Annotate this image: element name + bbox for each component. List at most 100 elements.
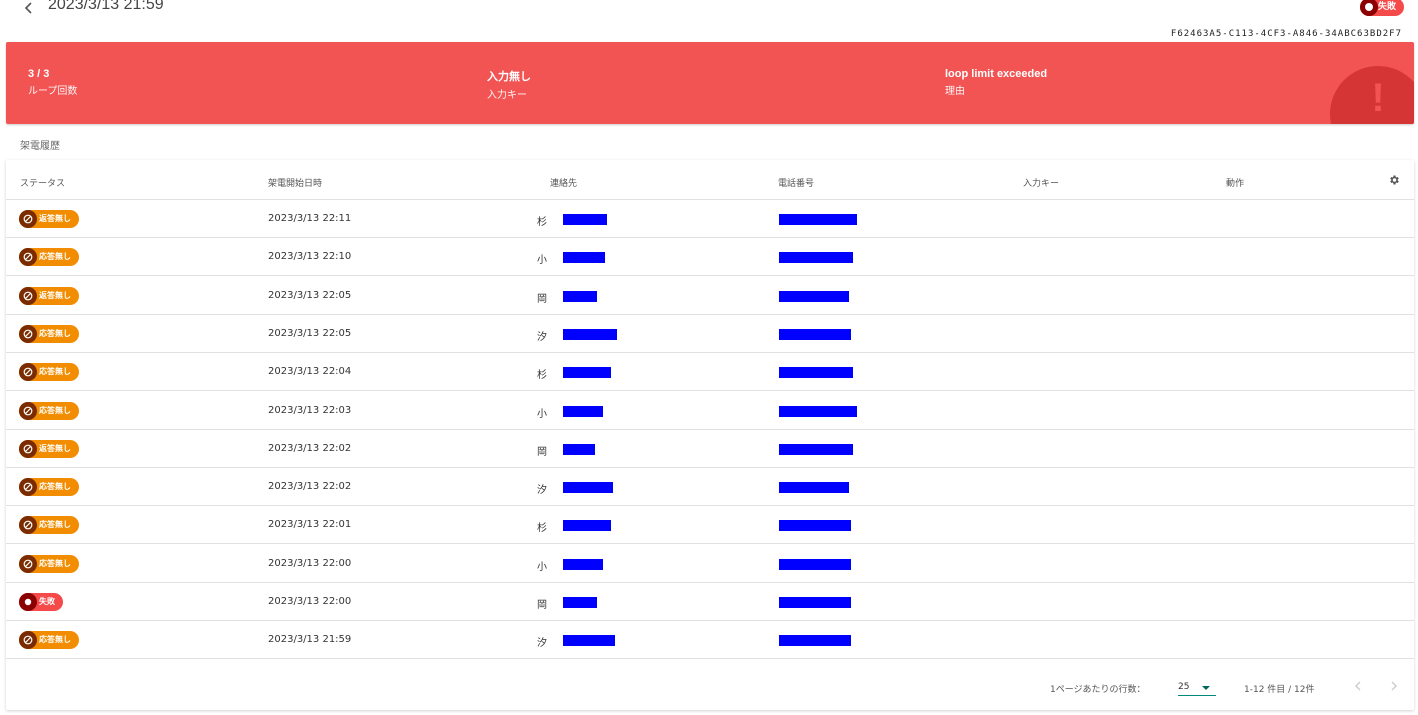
table-row[interactable]: 応答無し 2023/3/13 21:59 汐 bbox=[6, 621, 1414, 660]
contact-redaction bbox=[563, 252, 605, 264]
status-badge-label: 失敗 bbox=[39, 597, 55, 606]
phone-redaction bbox=[779, 520, 851, 532]
summary-banner: 3 / 3 ループ回数 入力無し 入力キー loop limit exceede… bbox=[6, 42, 1414, 124]
table-row[interactable]: 失敗 2023/3/13 22:00 岡 bbox=[6, 583, 1414, 621]
table-row[interactable]: 応答無し 2023/3/13 22:01 杉 bbox=[6, 506, 1414, 545]
call-start-datetime: 2023/3/13 22:02 bbox=[268, 481, 352, 493]
table-row[interactable]: 応答無し 2023/3/13 22:10 小 bbox=[6, 238, 1414, 277]
contact-redaction bbox=[563, 443, 595, 455]
contact-redaction bbox=[563, 558, 603, 570]
no-answer-icon bbox=[19, 516, 37, 535]
next-page-button[interactable] bbox=[1386, 678, 1402, 694]
status-badge: 応答無し bbox=[19, 363, 79, 382]
phone-redaction bbox=[779, 597, 851, 608]
rows-per-page-label: 1ページあたりの行数： bbox=[1050, 685, 1146, 695]
contact-name: 汐 bbox=[537, 331, 547, 343]
status-badge: 応答無し bbox=[19, 516, 79, 535]
contact-name: 汐 bbox=[537, 638, 547, 650]
status-badge: 失敗 bbox=[19, 593, 63, 611]
status-badge: 応答無し bbox=[19, 401, 79, 420]
call-start-datetime: 2023/3/13 22:10 bbox=[268, 251, 352, 263]
status-badge: 返答無し bbox=[19, 439, 79, 458]
column-header-status[interactable]: ステータス bbox=[20, 179, 66, 189]
no-answer-icon bbox=[19, 401, 37, 420]
no-answer-icon bbox=[19, 286, 37, 305]
contact-redaction bbox=[563, 520, 611, 532]
contact-redaction bbox=[563, 328, 617, 340]
status-badge: 応答無し bbox=[19, 554, 79, 573]
table-row[interactable]: 返答無し 2023/3/13 22:11 杉 bbox=[6, 200, 1414, 238]
no-answer-icon bbox=[19, 248, 37, 267]
no-answer-icon bbox=[19, 439, 37, 458]
chevron-left-icon bbox=[24, 2, 32, 14]
table-row[interactable]: 応答無し 2023/3/13 22:03 小 bbox=[6, 392, 1414, 430]
status-badge-label: 返答無し bbox=[39, 290, 71, 300]
status-badge-label: 返答無し bbox=[39, 443, 71, 453]
caret-down-icon bbox=[1202, 686, 1210, 690]
status-badge: 応答無し bbox=[19, 324, 79, 343]
status-badge-label: 失敗 bbox=[1377, 2, 1396, 12]
table-row[interactable]: 応答無し 2023/3/13 22:04 杉 bbox=[6, 353, 1414, 392]
loop-count-cell: 3 / 3 ループ回数 bbox=[28, 68, 77, 97]
input-key-label: 入力キー bbox=[487, 90, 527, 101]
status-badge: 応答無し bbox=[19, 248, 79, 267]
loop-count-value: 3 / 3 bbox=[28, 68, 50, 80]
column-header-input-key[interactable]: 入力キー bbox=[1023, 179, 1060, 189]
section-title: 架電履歴 bbox=[20, 141, 60, 152]
column-header-datetime[interactable]: 架電開始日時 bbox=[268, 179, 323, 189]
no-answer-icon bbox=[19, 363, 37, 382]
column-header-phone[interactable]: 電話番号 bbox=[778, 179, 815, 189]
rows-per-page-select[interactable]: 25 bbox=[1178, 678, 1216, 696]
table-row[interactable]: 応答無し 2023/3/13 22:02 汐 bbox=[6, 468, 1414, 507]
rows-per-page-value: 25 bbox=[1178, 682, 1190, 692]
phone-redaction bbox=[779, 482, 849, 494]
no-answer-icon bbox=[19, 554, 37, 573]
call-history-table: ステータス 架電開始日時 連絡先 電話番号 入力キー 動作 返答無し 2023/3… bbox=[6, 160, 1414, 710]
status-badge-label: 応答無し bbox=[39, 558, 71, 568]
back-button[interactable] bbox=[20, 0, 38, 16]
input-key-cell: 入力無し 入力キー bbox=[487, 68, 531, 101]
table-header: ステータス 架電開始日時 連絡先 電話番号 入力キー 動作 bbox=[6, 160, 1414, 200]
reason-cell: loop limit exceeded 理由 bbox=[945, 68, 1047, 97]
table-pagination: 1ページあたりの行数： 25 1-12 件目 / 12件 bbox=[6, 664, 1414, 710]
alert-glyph: ! bbox=[1371, 76, 1385, 120]
contact-name: 岡 bbox=[537, 600, 547, 611]
pagination-range: 1-12 件目 / 12件 bbox=[1244, 685, 1315, 695]
chevron-left-icon bbox=[1355, 681, 1361, 691]
status-badge-label: 応答無し bbox=[39, 520, 71, 530]
table-row[interactable]: 応答無し 2023/3/13 22:05 汐 bbox=[6, 315, 1414, 353]
status-badge-label: 応答無し bbox=[39, 252, 71, 262]
contact-name: 岡 bbox=[537, 446, 547, 458]
alert-icon: ! bbox=[1330, 66, 1414, 124]
contact-name: 杉 bbox=[537, 523, 547, 535]
input-key-value: 入力無し bbox=[487, 71, 531, 83]
error-dot-icon bbox=[19, 593, 37, 611]
call-start-datetime: 2023/3/13 22:04 bbox=[268, 366, 352, 378]
status-badge: 応答無し bbox=[19, 478, 79, 497]
call-start-datetime: 2023/3/13 22:00 bbox=[268, 596, 352, 607]
call-start-datetime: 2023/3/13 22:01 bbox=[268, 519, 352, 531]
phone-redaction bbox=[779, 558, 851, 570]
call-start-datetime: 2023/3/13 22:00 bbox=[268, 557, 352, 569]
status-badge-label: 応答無し bbox=[39, 405, 71, 415]
contact-redaction bbox=[563, 214, 607, 225]
table-row[interactable]: 返答無し 2023/3/13 22:05 岡 bbox=[6, 277, 1414, 315]
call-start-datetime: 2023/3/13 22:05 bbox=[268, 327, 352, 339]
contact-name: 小 bbox=[537, 561, 547, 573]
column-header-action[interactable]: 動作 bbox=[1226, 179, 1245, 189]
gear-icon[interactable] bbox=[1388, 174, 1400, 186]
call-start-datetime: 2023/3/13 22:05 bbox=[268, 289, 352, 301]
table-row[interactable]: 応答無し 2023/3/13 22:00 小 bbox=[6, 545, 1414, 583]
contact-redaction bbox=[563, 290, 597, 302]
contact-name: 小 bbox=[537, 255, 547, 267]
table-row[interactable]: 返答無し 2023/3/13 22:02 岡 bbox=[6, 430, 1414, 468]
contact-name: 杉 bbox=[537, 217, 547, 228]
status-badge: 返答無し bbox=[19, 286, 79, 305]
no-answer-icon bbox=[19, 210, 37, 228]
contact-redaction bbox=[563, 635, 615, 647]
contact-name: 汐 bbox=[537, 485, 547, 497]
prev-page-button[interactable] bbox=[1350, 678, 1366, 694]
column-header-contact[interactable]: 連絡先 bbox=[550, 179, 578, 189]
reason-label: 理由 bbox=[945, 86, 965, 97]
status-badge-label: 応答無し bbox=[39, 635, 71, 645]
